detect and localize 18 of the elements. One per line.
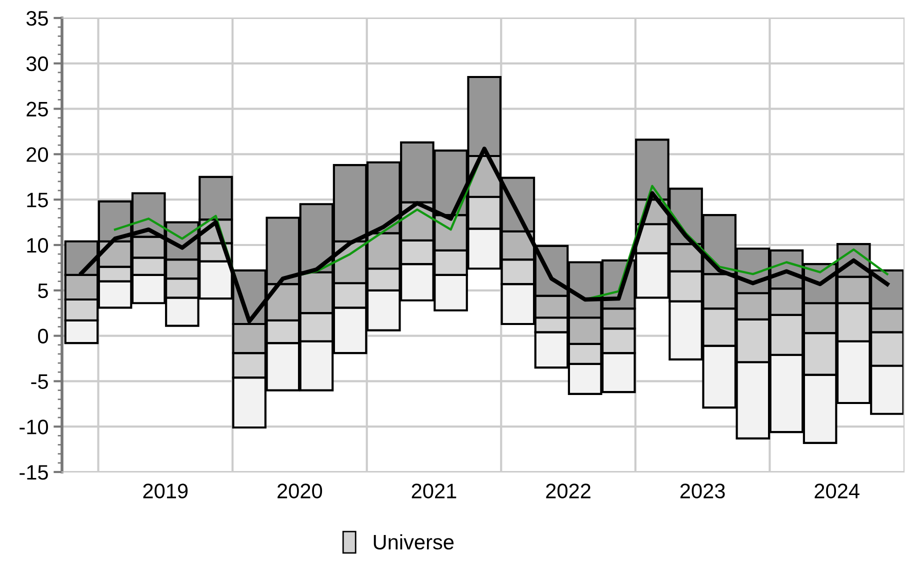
x-tick-label: 2021 — [412, 484, 456, 498]
y-tick-label: -5 — [31, 374, 48, 389]
y-tick-label: 0 — [38, 328, 48, 344]
y-tick-label: -10 — [20, 420, 48, 434]
y-tick-label: 25 — [26, 102, 48, 117]
y-tick-label: 30 — [26, 56, 48, 72]
y-tick-label: 15 — [27, 192, 48, 208]
x-tick-label: 2024 — [814, 484, 860, 498]
y-tick-label: 35 — [26, 11, 48, 26]
x-tick-label: 2022 — [546, 484, 590, 498]
y-tick-label: 10 — [27, 238, 48, 253]
x-tick-label: 2019 — [143, 484, 188, 498]
x-tick-label: 2020 — [278, 484, 322, 498]
y-tick-label: 5 — [38, 284, 48, 298]
y-tick-label: -15 — [20, 465, 48, 480]
legend-label: Universe — [374, 534, 454, 550]
x-tick-label: 2023 — [680, 484, 725, 498]
y-tick-label: 20 — [26, 147, 48, 162]
